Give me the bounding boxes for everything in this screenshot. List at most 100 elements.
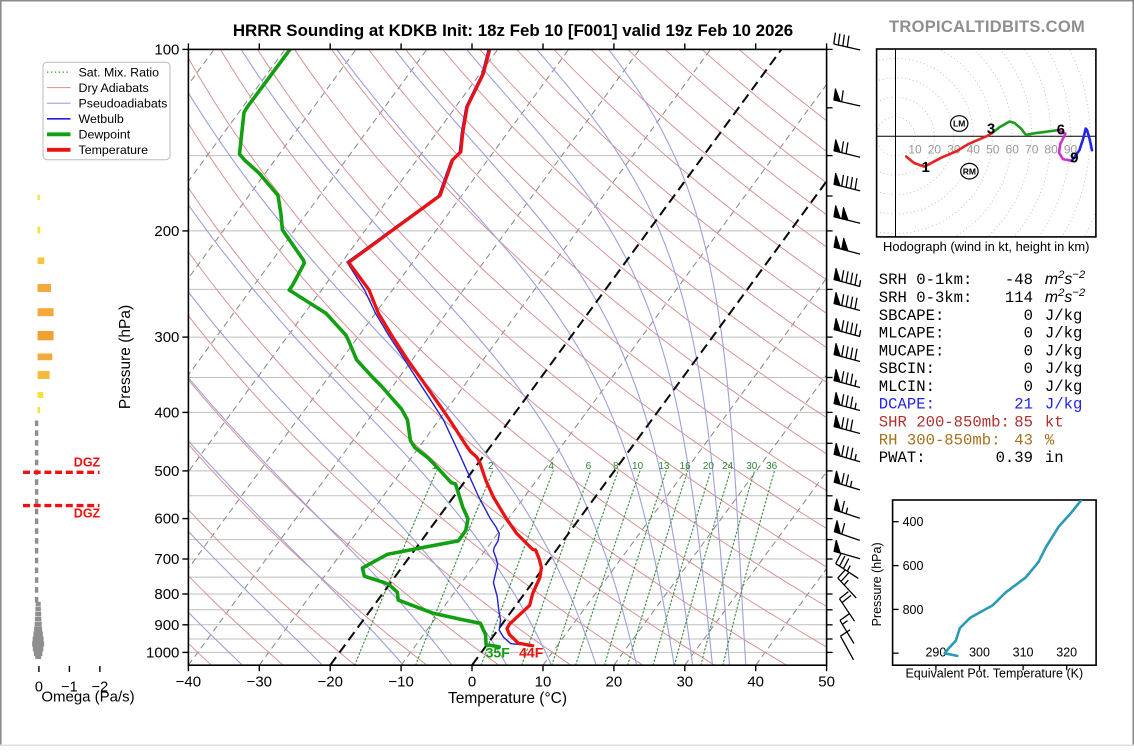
svg-text:Wetbulb: Wetbulb: [79, 112, 124, 126]
svg-text:10: 10: [908, 143, 922, 157]
svg-text:6: 6: [1057, 121, 1065, 138]
svg-text:0: 0: [468, 674, 476, 691]
svg-text:9: 9: [1070, 149, 1078, 166]
svg-text:TROPICALTIDBITS.COM: TROPICALTIDBITS.COM: [889, 18, 1085, 36]
svg-text:%: %: [1045, 431, 1055, 449]
svg-text:DGZ: DGZ: [74, 507, 101, 521]
svg-text:−10: −10: [388, 674, 413, 691]
svg-text:MLCIN:: MLCIN:: [879, 378, 935, 396]
svg-text:0: 0: [35, 680, 43, 696]
svg-text:RM: RM: [963, 166, 976, 176]
svg-text:13: 13: [658, 461, 670, 472]
svg-text:J/kg: J/kg: [1045, 342, 1082, 360]
svg-text:300: 300: [969, 646, 990, 660]
svg-text:SBCIN:: SBCIN:: [879, 360, 935, 378]
svg-text:30: 30: [746, 461, 758, 472]
svg-text:20: 20: [703, 461, 715, 472]
svg-text:SBCAPE:: SBCAPE:: [879, 307, 945, 325]
svg-text:114: 114: [1005, 289, 1033, 307]
svg-text:0: 0: [1024, 378, 1033, 396]
svg-text:-48: -48: [1005, 271, 1033, 289]
svg-text:Dewpoint: Dewpoint: [79, 128, 131, 142]
svg-text:J/kg: J/kg: [1045, 360, 1082, 378]
svg-text:PWAT:: PWAT:: [879, 449, 926, 467]
svg-text:800: 800: [154, 586, 179, 603]
svg-text:310: 310: [1013, 646, 1034, 660]
svg-text:600: 600: [154, 511, 179, 528]
svg-text:290: 290: [925, 646, 946, 660]
svg-text:Temperature (°C): Temperature (°C): [448, 690, 567, 707]
svg-text:1000: 1000: [146, 644, 179, 661]
svg-text:Sat. Mix. Ratio: Sat. Mix. Ratio: [79, 65, 160, 79]
svg-text:44F: 44F: [519, 644, 544, 660]
svg-text:60: 60: [1006, 143, 1020, 157]
svg-text:43: 43: [1014, 431, 1033, 449]
svg-text:20: 20: [606, 674, 623, 691]
svg-text:500: 500: [154, 463, 179, 480]
svg-text:100: 100: [154, 41, 179, 58]
svg-text:10: 10: [535, 674, 552, 691]
svg-text:1: 1: [922, 159, 930, 176]
svg-text:HRRR Sounding at KDKB Init: 18: HRRR Sounding at KDKB Init: 18z Feb 10 […: [233, 21, 793, 40]
svg-text:in: in: [1045, 449, 1064, 467]
svg-text:Pressure (hPa): Pressure (hPa): [117, 305, 134, 409]
svg-text:1: 1: [432, 461, 438, 472]
svg-text:90: 90: [1064, 143, 1078, 157]
svg-text:Equivalent Pot. Temperature (K: Equivalent Pot. Temperature (K): [905, 667, 1083, 681]
svg-text:SRH 0-3km:: SRH 0-3km:: [879, 289, 973, 307]
svg-text:900: 900: [154, 617, 179, 634]
svg-text:16: 16: [680, 461, 692, 472]
svg-text:−20: −20: [317, 674, 342, 691]
svg-text:2: 2: [488, 461, 494, 472]
svg-text:−40: −40: [176, 674, 201, 691]
svg-text:SHR 200-850mb:: SHR 200-850mb:: [879, 414, 1010, 432]
svg-text:300: 300: [154, 329, 179, 346]
svg-text:−2: −2: [92, 680, 109, 696]
svg-text:Pressure (hPa): Pressure (hPa): [870, 542, 884, 626]
svg-text:LM: LM: [953, 119, 965, 129]
svg-text:−30: −30: [247, 674, 272, 691]
svg-text:80: 80: [1044, 143, 1058, 157]
svg-text:700: 700: [154, 551, 179, 568]
svg-text:24: 24: [722, 461, 734, 472]
svg-text:70: 70: [1025, 143, 1039, 157]
svg-text:200: 200: [154, 223, 179, 240]
svg-text:kt: kt: [1045, 414, 1064, 432]
svg-text:600: 600: [903, 559, 924, 573]
svg-text:40: 40: [747, 674, 764, 691]
svg-text:3: 3: [987, 121, 995, 138]
svg-text:J/kg: J/kg: [1045, 325, 1082, 343]
svg-text:0: 0: [1024, 360, 1033, 378]
svg-text:MLCAPE:: MLCAPE:: [879, 325, 945, 343]
svg-text:35F: 35F: [486, 644, 511, 660]
svg-text:0: 0: [1024, 342, 1033, 360]
svg-text:0.39: 0.39: [996, 449, 1033, 467]
svg-text:400: 400: [903, 515, 924, 529]
svg-text:J/kg: J/kg: [1045, 396, 1082, 414]
svg-text:21: 21: [1014, 396, 1033, 414]
svg-text:40: 40: [967, 143, 981, 157]
svg-text:20: 20: [928, 143, 942, 157]
svg-text:−1: −1: [61, 680, 78, 696]
svg-text:4: 4: [548, 461, 554, 472]
svg-text:400: 400: [154, 404, 179, 421]
svg-text:50: 50: [986, 143, 1000, 157]
svg-text:6: 6: [586, 461, 592, 472]
svg-text:Temperature: Temperature: [79, 143, 149, 157]
svg-text:0: 0: [1024, 307, 1033, 325]
svg-text:0: 0: [1024, 325, 1033, 343]
svg-text:SRH 0-1km:: SRH 0-1km:: [879, 271, 973, 289]
svg-text:320: 320: [1056, 646, 1077, 660]
svg-text:RH 300-850mb:: RH 300-850mb:: [879, 431, 1001, 449]
svg-text:30: 30: [676, 674, 693, 691]
svg-text:10: 10: [632, 461, 644, 472]
svg-text:DGZ: DGZ: [74, 456, 101, 470]
svg-text:Dry Adiabats: Dry Adiabats: [79, 81, 149, 95]
svg-text:36: 36: [766, 461, 778, 472]
svg-text:Omega (Pa/s): Omega (Pa/s): [41, 689, 134, 706]
svg-text:Pseudoadiabats: Pseudoadiabats: [79, 96, 168, 110]
svg-text:85: 85: [1014, 414, 1033, 432]
svg-text:50: 50: [818, 674, 835, 691]
svg-text:J/kg: J/kg: [1045, 378, 1082, 396]
svg-text:Hodograph (wind in kt, height: Hodograph (wind in kt, height in km): [883, 239, 1089, 254]
